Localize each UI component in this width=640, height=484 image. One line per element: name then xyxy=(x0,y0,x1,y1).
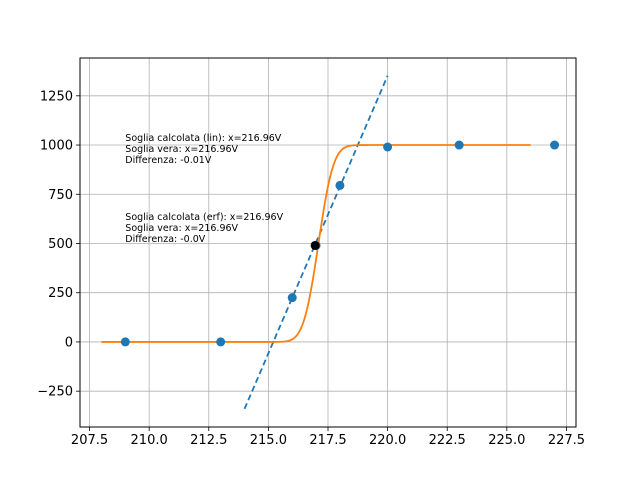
y-tick-label: 1000 xyxy=(40,139,73,154)
plot-series xyxy=(101,75,560,410)
threshold-point xyxy=(310,240,320,250)
x-tick-label: 220.0 xyxy=(369,433,406,448)
data-point xyxy=(335,180,345,190)
data-point xyxy=(454,140,464,150)
data-point xyxy=(120,337,130,347)
y-tick-label: 500 xyxy=(48,237,73,252)
x-tick-label: 207.5 xyxy=(71,433,108,448)
annotation-block: Soglia calcolata (lin): x=216.96VSoglia … xyxy=(125,133,281,166)
x-tick-label: 217.5 xyxy=(309,433,346,448)
y-tick-label: 1250 xyxy=(40,89,73,104)
annotations: Soglia calcolata (lin): x=216.96VSoglia … xyxy=(125,133,283,245)
data-point xyxy=(383,142,393,152)
x-axis: 207.5 210.0 212.5 215.0 217.5 220.0 222.5 225.0… xyxy=(71,427,585,448)
x-tick-label: 215.0 xyxy=(250,433,287,448)
y-tick-label: −250 xyxy=(37,385,73,400)
annotation-line: Differenza: -0.01V xyxy=(125,155,212,166)
y-tick-label: 0 xyxy=(65,335,73,350)
y-axis: −250 0 250 500 750 1000 1250 xyxy=(37,89,80,400)
data-point xyxy=(287,293,297,303)
annotation-line: Soglia vera: x=216.96V xyxy=(125,223,238,234)
y-tick-label: 750 xyxy=(48,188,73,203)
data-point xyxy=(216,337,226,347)
x-tick-label: 222.5 xyxy=(429,433,466,448)
x-tick-label: 210.0 xyxy=(131,433,168,448)
x-tick-label: 212.5 xyxy=(190,433,227,448)
data-point xyxy=(550,140,560,150)
annotation-line: Differenza: -0.0V xyxy=(125,234,205,245)
y-tick-label: 250 xyxy=(48,286,73,301)
x-tick-label: 227.5 xyxy=(548,433,585,448)
annotation-line: Soglia calcolata (lin): x=216.96V xyxy=(125,133,281,144)
x-tick-label: 225.0 xyxy=(488,433,525,448)
annotation-line: Soglia calcolata (erf): x=216.96V xyxy=(125,212,283,223)
annotation-block: Soglia calcolata (erf): x=216.96VSoglia … xyxy=(125,212,283,245)
annotation-line: Soglia vera: x=216.96V xyxy=(125,144,238,155)
